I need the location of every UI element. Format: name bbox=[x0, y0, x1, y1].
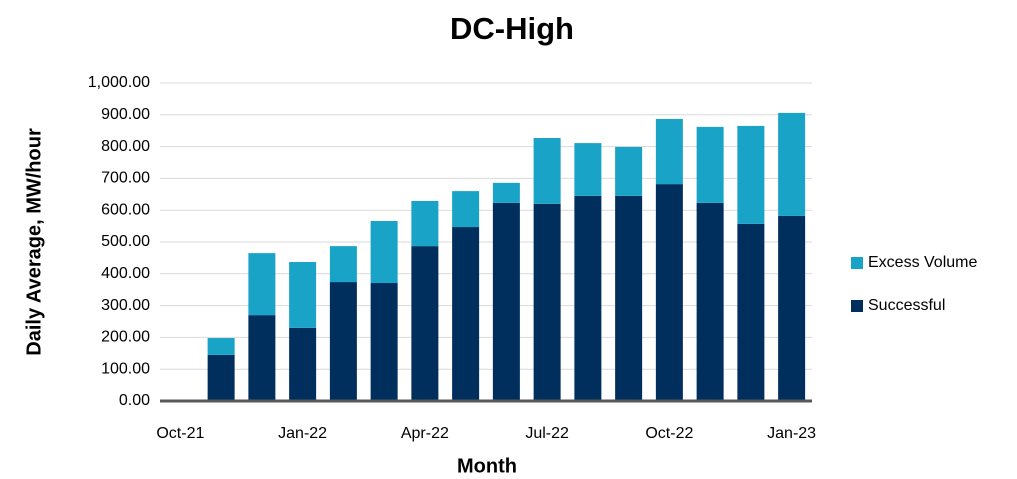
bar-segment bbox=[574, 143, 602, 196]
bar-segment bbox=[655, 184, 683, 401]
bar-segment bbox=[737, 223, 765, 401]
bar-segment bbox=[492, 182, 520, 203]
bar-segment bbox=[248, 315, 276, 401]
y-tick-label: 700.00 bbox=[101, 170, 150, 187]
y-tick-label: 800.00 bbox=[101, 138, 150, 155]
y-tick-label: 200.00 bbox=[101, 329, 150, 346]
bar-segment bbox=[533, 138, 561, 204]
bar-segment bbox=[696, 126, 724, 203]
y-tick-label: 0.00 bbox=[119, 392, 150, 409]
bar-segment bbox=[655, 118, 683, 185]
bar-segment bbox=[615, 195, 643, 401]
x-tick-label: Jul-22 bbox=[525, 425, 569, 442]
bar-segment bbox=[696, 202, 724, 401]
x-tick-label: Jan-23 bbox=[767, 425, 816, 442]
y-tick-label: 300.00 bbox=[101, 297, 150, 314]
legend-swatch bbox=[851, 257, 863, 269]
y-tick-label: 500.00 bbox=[101, 233, 150, 250]
bar-segment bbox=[207, 354, 235, 401]
bar-segment bbox=[452, 191, 480, 228]
y-tick-label: 400.00 bbox=[101, 265, 150, 282]
y-tick-label: 100.00 bbox=[101, 360, 150, 377]
x-tick-label: Oct-21 bbox=[156, 425, 204, 442]
bar-segment bbox=[778, 112, 806, 216]
bar-segment bbox=[207, 338, 235, 355]
y-tick-label: 600.00 bbox=[101, 201, 150, 218]
bar-segment bbox=[778, 215, 806, 401]
bar-segment bbox=[329, 282, 357, 401]
legend-label: Successful bbox=[868, 297, 945, 314]
bar-segment bbox=[289, 262, 317, 328]
chart-title: DC-High bbox=[450, 11, 574, 46]
bar-segment bbox=[248, 253, 276, 316]
y-tick-label: 1,000.00 bbox=[88, 74, 150, 91]
x-tick-label: Oct-22 bbox=[645, 425, 693, 442]
y-axis-label: Daily Average, MW/hour bbox=[23, 128, 45, 356]
y-tick-label: 900.00 bbox=[101, 106, 150, 123]
bar-segment bbox=[370, 221, 398, 284]
legend-swatch bbox=[851, 300, 863, 312]
x-tick-label: Jan-22 bbox=[278, 425, 327, 442]
bar-segment bbox=[329, 246, 357, 283]
bar-segment bbox=[370, 283, 398, 401]
bar-segment bbox=[533, 203, 561, 401]
bar-segment bbox=[615, 146, 643, 196]
x-tick-label: Apr-22 bbox=[401, 425, 449, 442]
legend-label: Excess Volume bbox=[868, 254, 977, 271]
bar-segment bbox=[289, 327, 317, 401]
bar-segment bbox=[411, 246, 439, 401]
bar-segment bbox=[452, 227, 480, 401]
x-axis-label: Month bbox=[457, 455, 517, 477]
bar-segment bbox=[574, 195, 602, 401]
bar-segment bbox=[737, 125, 765, 224]
bar-segment bbox=[411, 200, 439, 247]
bar-segment bbox=[492, 202, 520, 401]
